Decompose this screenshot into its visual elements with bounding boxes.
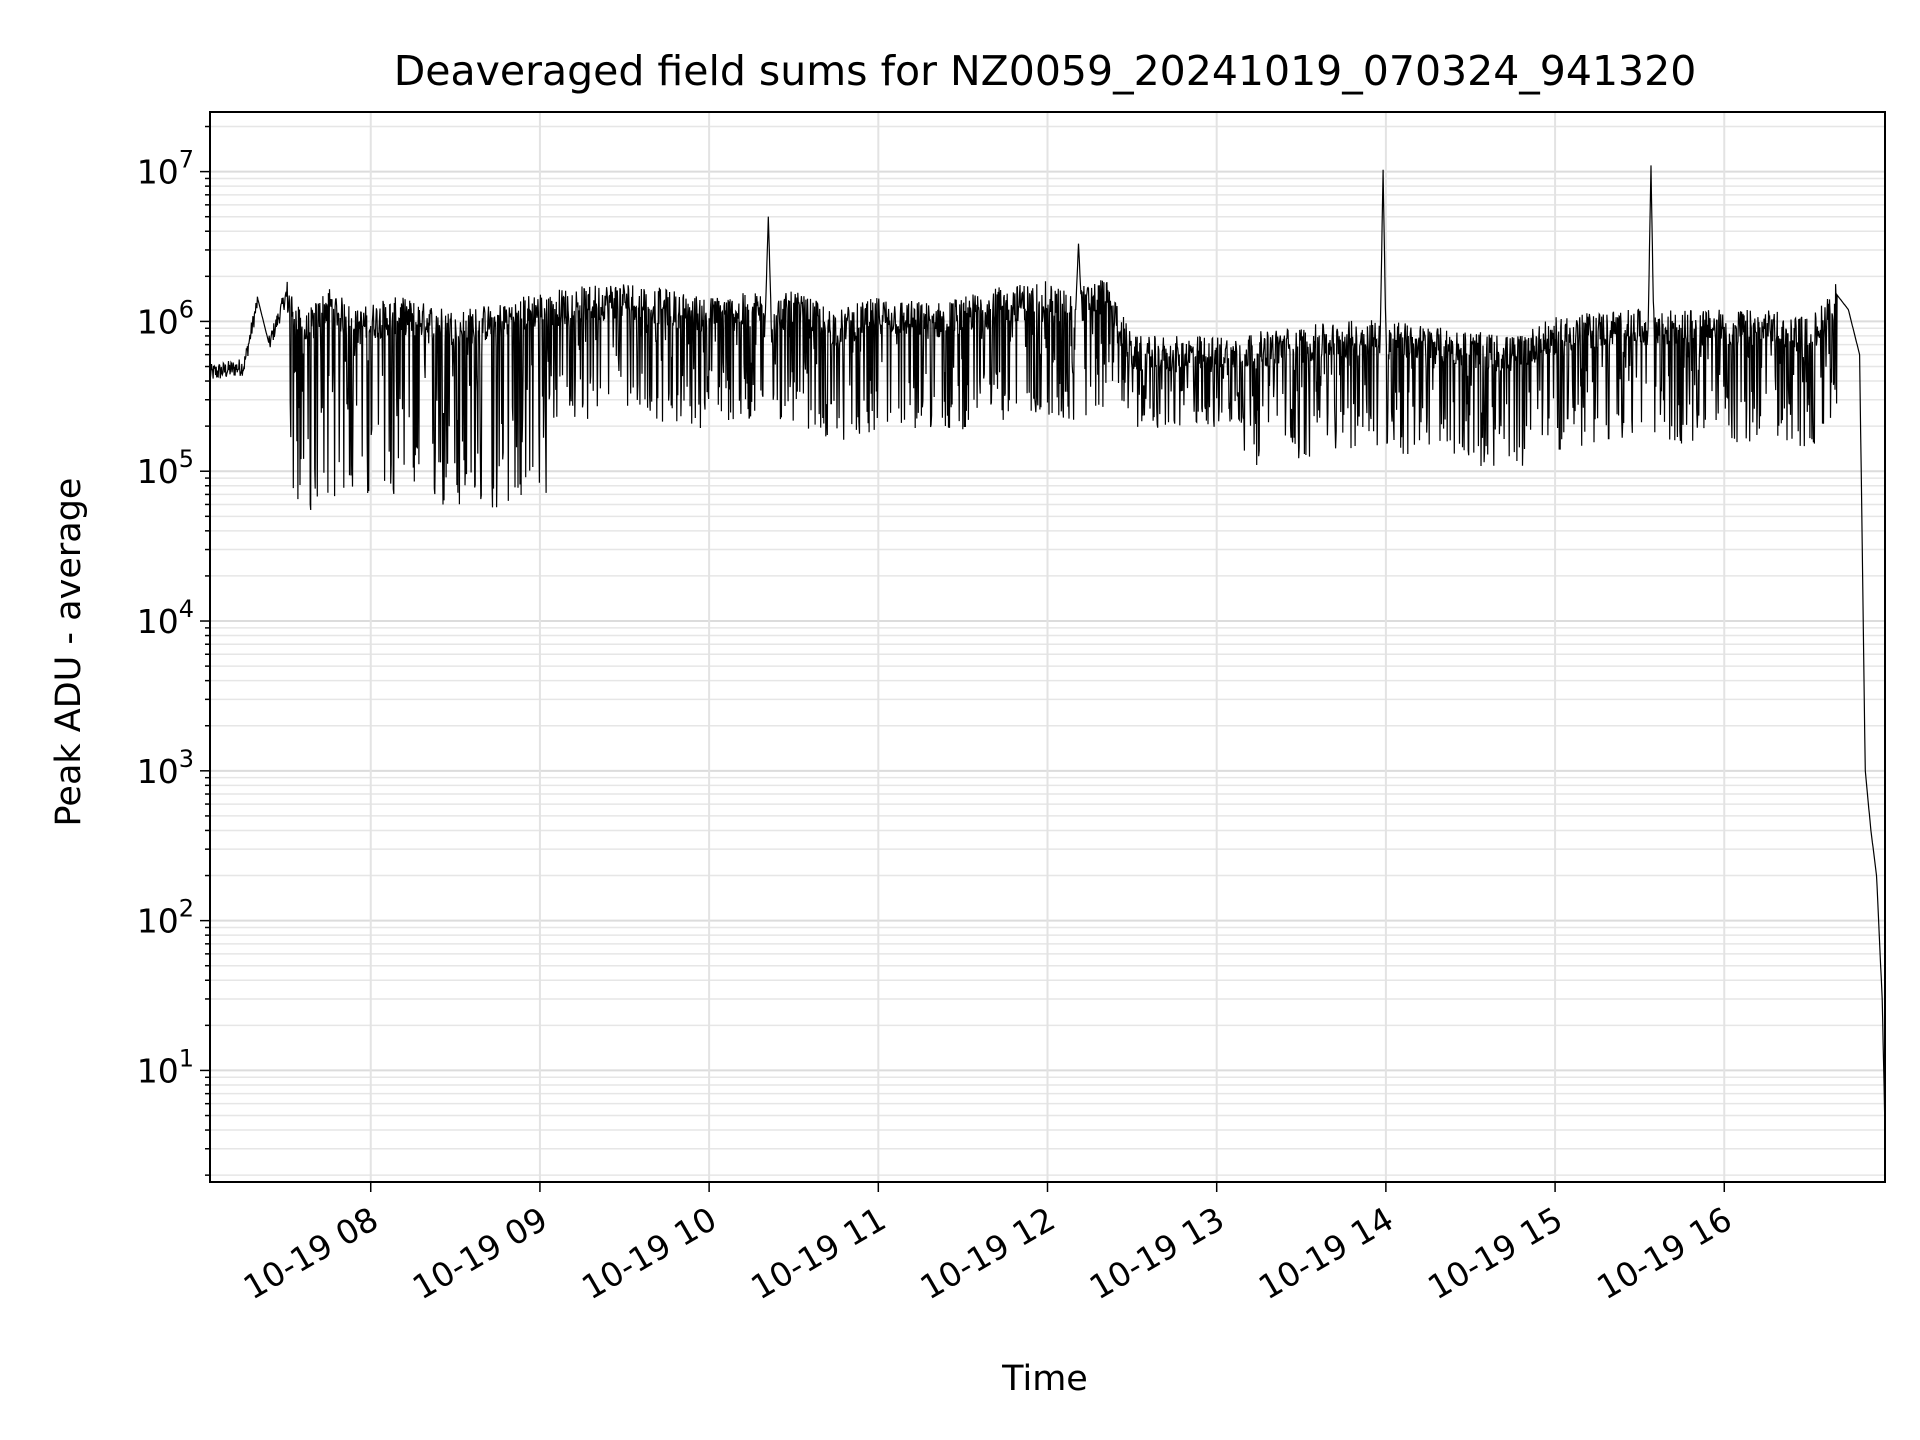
series-line — [210, 165, 1885, 1131]
plot-area — [210, 165, 1885, 1131]
y-tick-label: 104 — [137, 595, 194, 641]
y-tick-label: 106 — [137, 295, 194, 341]
y-tick-label: 103 — [137, 745, 194, 791]
y-axis-label: Peak ADU - average — [49, 478, 89, 827]
y-tick-label: 105 — [137, 445, 194, 491]
chart-title: Deaveraged field sums for NZ0059_2024101… — [394, 47, 1697, 95]
y-axis-ticks: 101 102 103 104 105 106 107 — [137, 125, 210, 1176]
x-axis-label: Time — [1001, 1359, 1088, 1399]
y-tick-label: 107 — [137, 146, 194, 192]
y-tick-label: 102 — [137, 895, 194, 941]
grid — [210, 112, 1885, 1182]
y-tick-label: 101 — [137, 1044, 194, 1090]
